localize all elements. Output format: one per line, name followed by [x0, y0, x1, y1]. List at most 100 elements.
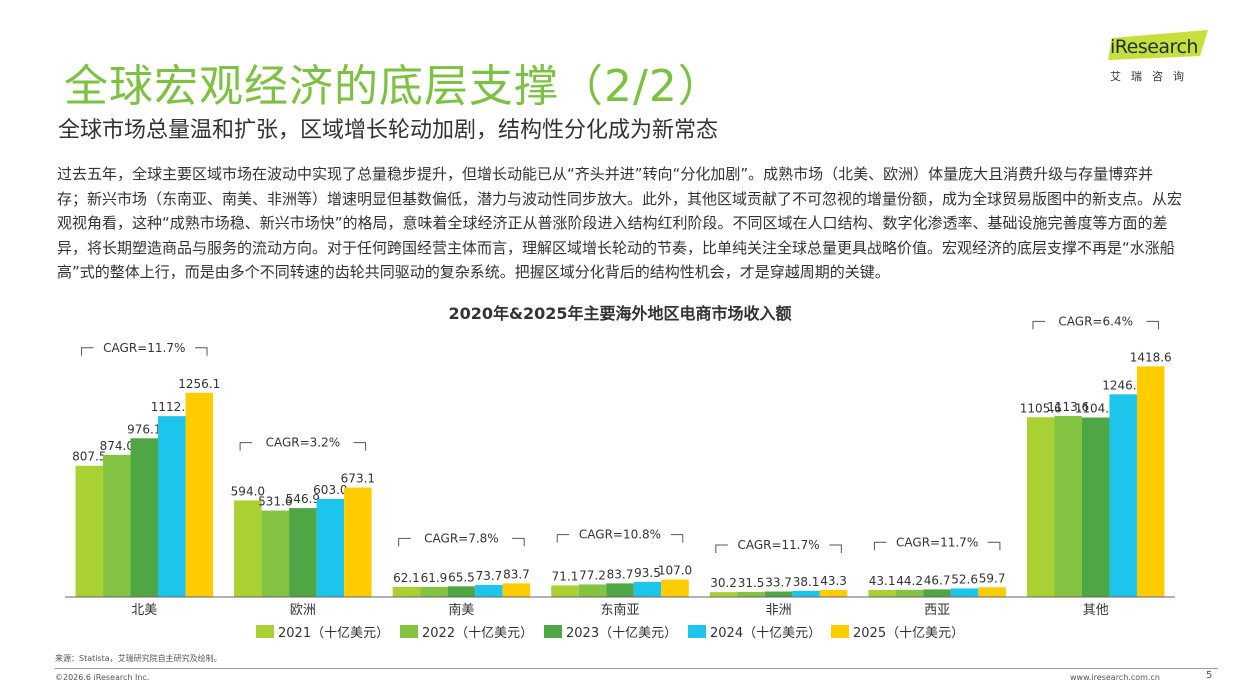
legend-swatch-0: [256, 625, 274, 638]
data-label-2-2: 65.5: [448, 570, 475, 584]
category-label-3: 东南亚: [600, 602, 639, 618]
cagr-label-5: CAGR=11.7%: [896, 535, 978, 549]
data-label-0-3: 1112.3: [151, 400, 193, 414]
bar-2-0: [392, 586, 421, 597]
logo-brand-text: iResearch: [1110, 36, 1198, 58]
bar-3-2: [606, 583, 634, 597]
data-label-1-3: 603.0: [313, 483, 347, 497]
bar-0-4: [185, 392, 214, 597]
iresearch-logo: iResearch 艾瑞咨询: [1108, 30, 1212, 86]
legend-swatch-1: [400, 625, 418, 638]
bar-3-1: [578, 584, 607, 597]
bar-1-3: [316, 498, 345, 597]
bar-2-2: [447, 586, 476, 597]
data-label-5-1: 44.2: [896, 574, 923, 588]
category-label-2: 南美: [448, 602, 474, 618]
data-label-4-2: 33.7: [765, 576, 792, 590]
data-label-0-4: 1256.1: [178, 377, 220, 391]
data-label-6-0: 1105.6: [1020, 401, 1062, 415]
category-label-4: 非洲: [766, 603, 792, 618]
bar-2-1: [420, 586, 448, 597]
cagr-label-3: CAGR=10.8%: [579, 528, 661, 542]
cagr-bracket-6: [1032, 320, 1159, 330]
data-label-2-4: 83.7: [503, 567, 530, 581]
bar-5-2: [923, 589, 951, 597]
bar-1-1: [261, 510, 290, 597]
bar-1-4: [344, 487, 372, 597]
category-label-1: 欧洲: [290, 603, 316, 618]
bar-4-3: [792, 590, 820, 597]
bar-0-1: [103, 454, 131, 597]
data-label-0-0: 807.5: [72, 450, 106, 464]
bar-6-3: [1109, 394, 1137, 597]
cagr-label-0: CAGR=11.7%: [103, 341, 185, 355]
page-number: 5: [1206, 670, 1213, 681]
data-label-1-0: 594.0: [231, 484, 265, 498]
bar-5-0: [868, 589, 896, 597]
data-label-3-0: 71.1: [552, 569, 579, 583]
bar-2-3: [475, 585, 503, 597]
logo-tagline: 艾瑞咨询: [1110, 70, 1194, 83]
bar-3-4: [661, 579, 689, 597]
footer-url: www.iresearch.com.cn: [1070, 673, 1160, 682]
bar-5-4: [978, 587, 1006, 597]
category-label-0: 北美: [131, 603, 157, 618]
legend-label-4: 2025（十亿美元）: [853, 626, 964, 641]
bar-3-0: [551, 585, 579, 597]
cagr-bracket-4: [715, 544, 842, 553]
data-label-5-4: 59.7: [979, 571, 1006, 585]
legend-swatch-4: [831, 625, 849, 638]
data-label-6-4: 1418.6: [1130, 350, 1172, 364]
cagr-bracket-5: [873, 541, 1001, 551]
data-label-1-1: 531.6: [258, 495, 292, 509]
legend-label-0: 2021（十亿美元）: [278, 626, 389, 641]
data-label-5-2: 46.7: [924, 573, 951, 587]
logo-badge-icon: [1108, 30, 1208, 60]
data-label-6-1: 1113.6: [1047, 400, 1089, 414]
bar-6-1: [1054, 415, 1082, 597]
category-label-5: 西亚: [924, 603, 950, 618]
legend-swatch-2: [544, 625, 562, 638]
bar-0-3: [158, 416, 186, 597]
cagr-label-6: CAGR=6.4%: [1058, 314, 1133, 328]
cagr-bracket-3: [556, 534, 684, 543]
legend-swatch-3: [688, 625, 706, 638]
data-label-1-4: 673.1: [341, 472, 375, 486]
cagr-bracket-0: [81, 347, 208, 356]
data-label-5-0: 43.1: [869, 574, 896, 588]
category-label-6: 其他: [1083, 603, 1109, 618]
bar-1-2: [289, 508, 317, 597]
data-label-6-3: 1246.7: [1102, 378, 1144, 392]
cagr-label-4: CAGR=11.7%: [737, 538, 819, 552]
bar-4-4: [819, 589, 848, 597]
bar-6-4: [1136, 366, 1165, 597]
data-label-3-2: 83.7: [607, 567, 634, 581]
data-label-4-0: 30.2: [710, 576, 737, 590]
data-label-3-1: 77.2: [579, 568, 606, 582]
data-label-0-2: 976.1: [127, 422, 161, 436]
data-label-6-2: 1104.0: [1075, 402, 1117, 416]
data-label-3-3: 93.5: [634, 566, 661, 580]
bar-4-1: [737, 591, 765, 597]
data-label-4-3: 38.1: [793, 575, 820, 589]
cagr-label-2: CAGR=7.8%: [424, 531, 499, 545]
data-label-2-3: 73.7: [476, 569, 503, 583]
bar-5-3: [950, 588, 979, 597]
cagr-bracket-1: [239, 442, 367, 451]
bar-4-2: [764, 591, 793, 597]
cagr-bracket-2: [398, 537, 525, 547]
bar-1-0: [234, 500, 262, 597]
bar-5-1: [895, 589, 924, 597]
copyright-text: ©2026.6 iResearch Inc.: [55, 673, 150, 682]
cagr-label-1: CAGR=3.2%: [266, 436, 341, 450]
data-label-4-1: 31.5: [738, 576, 765, 590]
bar-2-4: [502, 583, 531, 597]
data-label-3-4: 107.0: [658, 564, 692, 578]
bar-6-2: [1081, 417, 1110, 597]
legend-label-1: 2022（十亿美元）: [422, 626, 533, 641]
source-note: 来源：Statista，艾瑞研究院自主研究及绘制。: [55, 654, 222, 663]
legend-label-3: 2024（十亿美元）: [710, 626, 821, 641]
bar-3-3: [633, 581, 662, 597]
data-label-0-1: 874.0: [100, 439, 134, 453]
bar-6-0: [1026, 417, 1055, 597]
